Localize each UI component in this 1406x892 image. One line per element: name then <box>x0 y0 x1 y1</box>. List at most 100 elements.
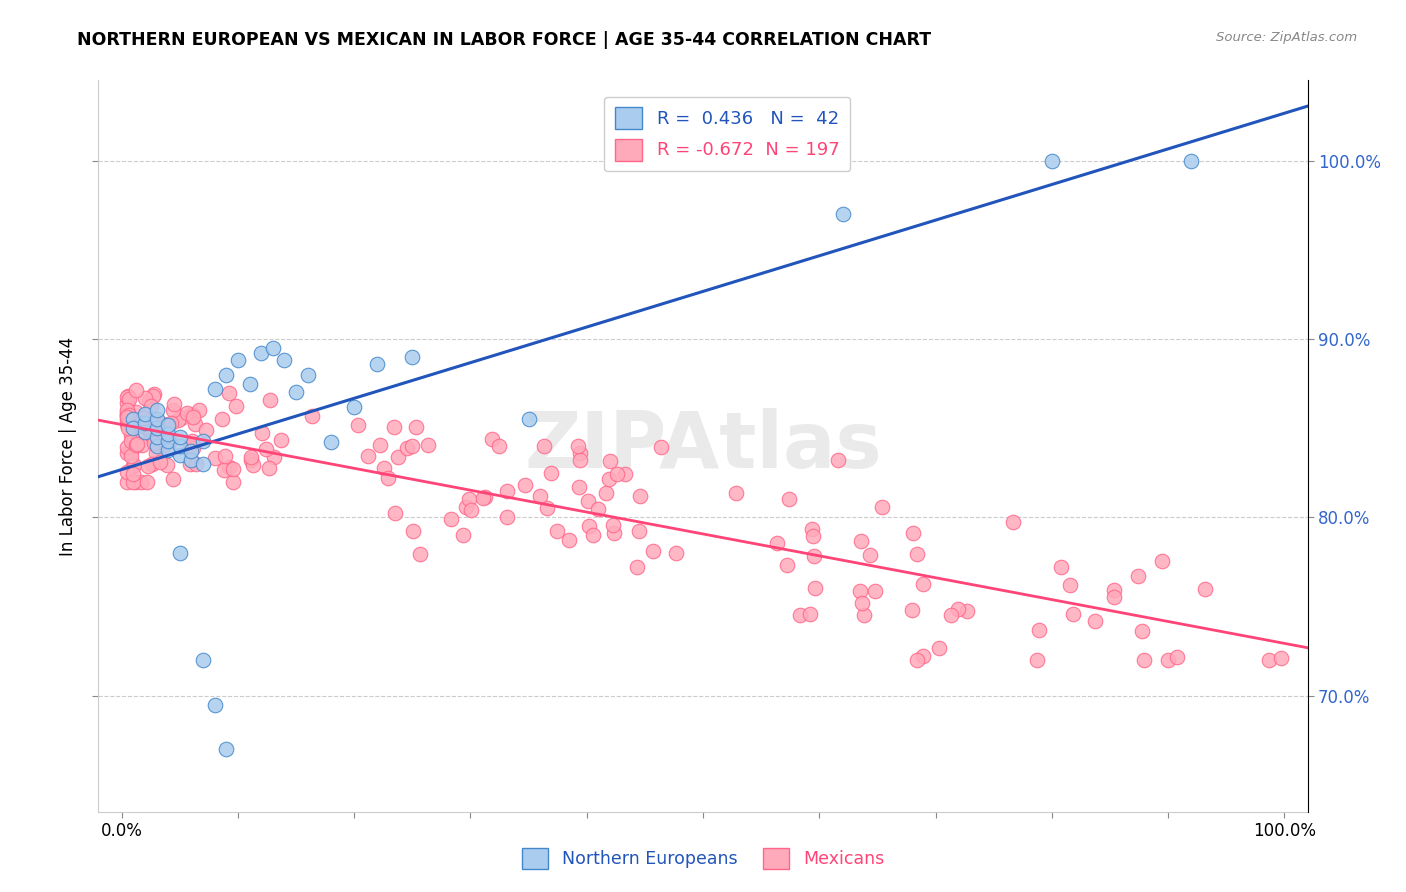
Point <box>121 459 143 474</box>
Point <box>1102 583 1125 598</box>
Point <box>606 467 628 482</box>
Point <box>159 434 181 449</box>
Point <box>218 460 240 475</box>
Point <box>145 430 167 444</box>
Point <box>250 425 273 440</box>
Point <box>129 415 152 429</box>
Point <box>142 389 165 403</box>
Point <box>262 341 284 355</box>
Point <box>214 449 236 463</box>
Point <box>136 458 159 473</box>
Point <box>143 412 166 426</box>
Point <box>665 546 688 560</box>
Point <box>905 653 928 667</box>
Point <box>181 410 204 425</box>
Point <box>912 577 935 591</box>
Point <box>134 407 156 421</box>
Point <box>180 408 202 422</box>
Point <box>1002 515 1025 529</box>
Point <box>905 547 928 561</box>
Point <box>215 742 238 756</box>
Point <box>827 453 849 467</box>
Point <box>474 490 496 504</box>
Point <box>117 403 139 417</box>
Point <box>801 522 824 536</box>
Point <box>138 425 160 440</box>
Point <box>849 533 872 548</box>
Point <box>117 405 139 419</box>
Point <box>122 433 145 447</box>
Point <box>263 450 285 464</box>
Point <box>125 437 148 451</box>
Point <box>595 486 617 500</box>
Point <box>1040 153 1063 168</box>
Point <box>117 408 139 422</box>
Point <box>368 438 391 452</box>
Point <box>766 536 789 550</box>
Point <box>157 417 180 432</box>
Point <box>586 502 609 516</box>
Point <box>117 446 139 460</box>
Point <box>117 409 139 424</box>
Point <box>1166 650 1188 665</box>
Point <box>1028 623 1050 637</box>
Point <box>285 385 308 400</box>
Point <box>270 433 292 447</box>
Point <box>569 445 592 459</box>
Point <box>169 546 191 560</box>
Point <box>451 527 474 541</box>
Point <box>120 434 142 448</box>
Point <box>1050 559 1073 574</box>
Point <box>939 608 962 623</box>
Point <box>179 457 201 471</box>
Point <box>1194 582 1216 597</box>
Point <box>529 489 551 503</box>
Point <box>138 393 160 408</box>
Point <box>117 417 139 431</box>
Point <box>1128 569 1150 583</box>
Point <box>122 458 145 472</box>
Point <box>160 417 183 431</box>
Point <box>169 430 191 444</box>
Point <box>581 528 603 542</box>
Point <box>117 396 139 410</box>
Point <box>536 501 558 516</box>
Point <box>533 439 555 453</box>
Point <box>568 480 591 494</box>
Point <box>405 420 427 434</box>
Point <box>402 524 425 539</box>
Point <box>191 653 214 667</box>
Point <box>180 453 202 467</box>
Point <box>125 475 148 489</box>
Point <box>120 449 142 463</box>
Point <box>221 462 243 476</box>
Point <box>134 416 156 430</box>
Point <box>859 548 882 562</box>
Point <box>166 412 188 426</box>
Point <box>804 581 827 595</box>
Point <box>218 386 240 401</box>
Point <box>401 439 423 453</box>
Point <box>254 442 277 456</box>
Point <box>145 421 167 435</box>
Point <box>851 596 873 610</box>
Point <box>125 438 148 452</box>
Y-axis label: In Labor Force | Age 35-44: In Labor Force | Age 35-44 <box>59 336 77 556</box>
Point <box>136 475 159 489</box>
Point <box>145 446 167 460</box>
Point <box>396 441 419 455</box>
Point <box>789 608 811 623</box>
Point <box>142 435 165 450</box>
Point <box>472 491 495 506</box>
Point <box>122 467 145 482</box>
Point <box>122 412 145 426</box>
Point <box>180 444 202 458</box>
Point <box>162 403 184 417</box>
Point <box>603 525 626 540</box>
Point <box>225 399 247 413</box>
Point <box>628 524 651 538</box>
Point <box>250 346 273 360</box>
Point <box>259 392 281 407</box>
Point <box>257 461 280 475</box>
Point <box>628 489 651 503</box>
